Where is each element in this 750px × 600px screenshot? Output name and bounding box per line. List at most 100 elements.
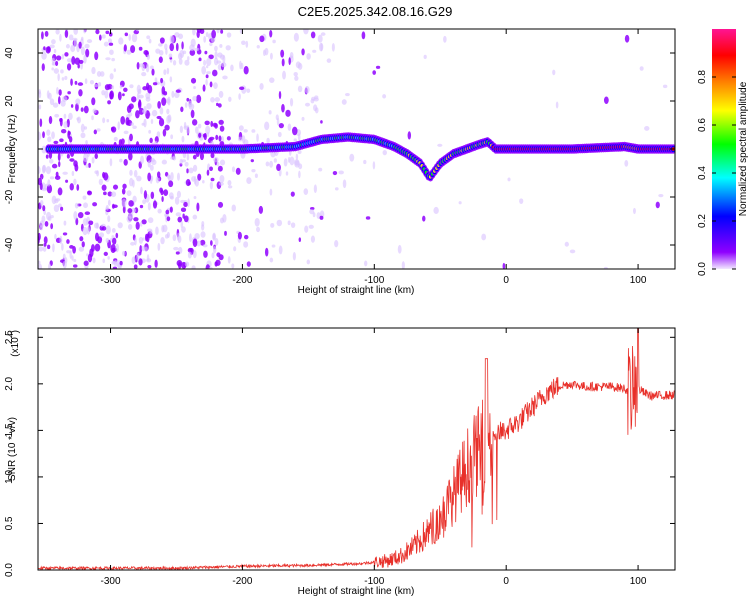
noise-point bbox=[175, 89, 181, 93]
noise-point bbox=[624, 160, 629, 167]
noise-point bbox=[192, 214, 198, 220]
noise-point bbox=[66, 250, 71, 254]
noise-point bbox=[150, 65, 154, 70]
noise-point bbox=[206, 169, 210, 176]
noise-point bbox=[407, 131, 412, 140]
noise-point bbox=[96, 128, 101, 132]
noise-point bbox=[158, 49, 164, 56]
noise-point bbox=[45, 46, 51, 54]
noise-point bbox=[104, 90, 109, 99]
noise-point bbox=[198, 57, 202, 62]
noise-point bbox=[49, 44, 55, 49]
noise-point bbox=[133, 169, 138, 178]
noise-point bbox=[241, 40, 246, 45]
noise-point bbox=[289, 51, 294, 59]
noise-point bbox=[53, 140, 59, 145]
noise-point bbox=[138, 107, 144, 115]
noise-point bbox=[59, 235, 63, 245]
noise-point bbox=[125, 117, 130, 126]
noise-point bbox=[70, 104, 74, 108]
noise-point bbox=[80, 46, 85, 56]
noise-point bbox=[219, 159, 226, 166]
noise-point bbox=[41, 31, 44, 40]
noise-point bbox=[209, 42, 213, 47]
noise-point bbox=[171, 90, 175, 98]
noise-point bbox=[57, 187, 63, 196]
noise-point bbox=[202, 84, 206, 92]
noise-point bbox=[105, 30, 110, 35]
noise-point bbox=[186, 168, 189, 174]
noise-point bbox=[304, 86, 310, 94]
noise-point bbox=[288, 57, 291, 66]
noise-point bbox=[68, 112, 73, 121]
noise-point bbox=[174, 91, 180, 99]
noise-point bbox=[243, 129, 248, 133]
noise-point bbox=[75, 98, 81, 105]
noise-point bbox=[54, 233, 57, 240]
noise-point bbox=[218, 135, 222, 142]
noise-point bbox=[119, 260, 123, 266]
noise-point bbox=[54, 113, 60, 118]
noise-point bbox=[75, 103, 79, 112]
noise-point bbox=[151, 68, 155, 76]
noise-point bbox=[83, 29, 87, 34]
noise-point bbox=[43, 46, 46, 51]
noise-point bbox=[190, 109, 195, 119]
noise-point bbox=[112, 237, 117, 245]
noise-point bbox=[144, 233, 148, 242]
noise-point bbox=[41, 145, 47, 154]
noise-point bbox=[243, 234, 249, 240]
noise-point bbox=[126, 190, 132, 197]
noise-point bbox=[196, 240, 202, 247]
noise-point bbox=[433, 206, 439, 215]
noise-point bbox=[276, 117, 280, 126]
noise-point bbox=[214, 97, 221, 102]
noise-point bbox=[135, 110, 140, 119]
noise-point bbox=[72, 37, 78, 42]
noise-point bbox=[310, 31, 316, 39]
noise-point bbox=[193, 195, 197, 200]
noise-point bbox=[50, 223, 54, 230]
noise-point bbox=[211, 29, 216, 39]
noise-point bbox=[83, 260, 89, 266]
y-tick-label: 40 bbox=[4, 47, 15, 59]
noise-point bbox=[66, 239, 70, 244]
noise-point bbox=[277, 131, 282, 138]
noise-point bbox=[110, 191, 117, 198]
noise-point bbox=[73, 29, 78, 35]
noise-point bbox=[342, 179, 347, 189]
noise-point bbox=[54, 175, 61, 180]
noise-point bbox=[57, 73, 60, 82]
noise-point bbox=[133, 217, 139, 222]
noise-point bbox=[208, 266, 213, 269]
noise-point bbox=[157, 208, 162, 214]
noise-point bbox=[89, 79, 95, 85]
noise-point bbox=[131, 256, 136, 265]
snr-multiplier: (x104) bbox=[8, 330, 21, 357]
noise-point bbox=[210, 240, 213, 246]
noise-point bbox=[220, 62, 227, 68]
noise-point bbox=[239, 60, 242, 70]
noise-point bbox=[243, 66, 249, 75]
noise-point bbox=[178, 58, 183, 65]
noise-point bbox=[136, 175, 142, 182]
noise-point bbox=[147, 160, 151, 168]
noise-point bbox=[166, 216, 171, 222]
noise-point bbox=[85, 48, 90, 58]
noise-point bbox=[304, 225, 309, 233]
noise-point bbox=[204, 120, 210, 126]
noise-point bbox=[155, 176, 160, 184]
noise-point bbox=[176, 190, 182, 199]
noise-point bbox=[180, 220, 184, 229]
noise-point bbox=[276, 219, 283, 227]
noise-point bbox=[180, 106, 184, 113]
x-tick-label: -300 bbox=[101, 576, 121, 587]
noise-point bbox=[194, 232, 200, 240]
noise-point bbox=[334, 240, 339, 248]
noise-point bbox=[73, 211, 78, 220]
noise-point bbox=[51, 163, 58, 169]
noise-point bbox=[507, 177, 511, 182]
noise-point bbox=[180, 207, 187, 213]
noise-point bbox=[159, 37, 165, 44]
